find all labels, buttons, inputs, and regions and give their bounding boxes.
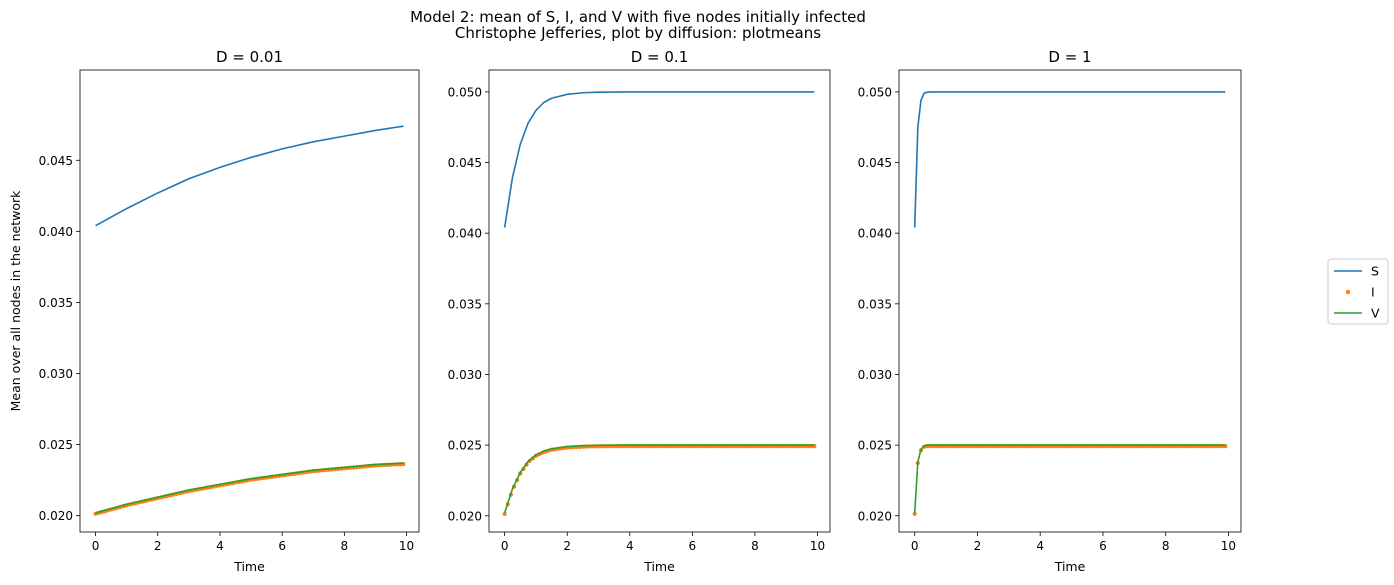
x-tick-label: 10 bbox=[1221, 539, 1236, 553]
y-tick-label: 0.035 bbox=[448, 297, 482, 311]
legend-label-s: S bbox=[1371, 264, 1379, 279]
y-tick-label: 0.025 bbox=[858, 439, 892, 453]
x-tick-label: 6 bbox=[1099, 539, 1107, 553]
x-tick-label: 0 bbox=[911, 539, 919, 553]
y-tick-label: 0.020 bbox=[858, 509, 892, 523]
series-i-point bbox=[912, 511, 917, 517]
plot-area bbox=[502, 91, 817, 517]
x-tick-label: 4 bbox=[216, 539, 224, 553]
y-tick-label: 0.030 bbox=[448, 368, 482, 382]
y-tick-label: 0.025 bbox=[39, 438, 73, 452]
y-tick-label: 0.035 bbox=[39, 296, 73, 310]
y-tick-label: 0.050 bbox=[448, 85, 482, 99]
plot-area bbox=[912, 91, 1228, 517]
plot-area bbox=[93, 125, 406, 516]
legend-label-i: I bbox=[1371, 285, 1375, 300]
y-tick-label: 0.035 bbox=[858, 297, 892, 311]
series-v-line bbox=[95, 462, 404, 514]
x-tick-label: 10 bbox=[810, 539, 825, 553]
y-tick-label: 0.030 bbox=[858, 368, 892, 382]
x-tick-label: 0 bbox=[501, 539, 509, 553]
series-v-line bbox=[913, 444, 1226, 513]
y-tick-label: 0.020 bbox=[39, 509, 73, 523]
y-tick-label: 0.020 bbox=[448, 509, 482, 523]
figure-title-line-1: Model 2: mean of S, I, and V with five n… bbox=[410, 8, 866, 26]
figure-title-line-2: Christophe Jefferies, plot by diffusion:… bbox=[454, 24, 822, 42]
legend-frame bbox=[1327, 258, 1389, 325]
x-axis-label: Time bbox=[643, 559, 675, 574]
y-tick-label: 0.045 bbox=[448, 156, 482, 170]
x-tick-label: 6 bbox=[689, 539, 697, 553]
subplot-title: D = 0.01 bbox=[216, 48, 283, 66]
x-axis-label: Time bbox=[233, 559, 265, 574]
subplot-title: D = 1 bbox=[1048, 48, 1091, 66]
legend: SIV bbox=[1327, 258, 1389, 325]
subplot-3: D = 1 0 2 4 6 8 10 0.020 0.025 0.030 0.035 0.040 0.0… bbox=[858, 48, 1242, 574]
series-s-line bbox=[503, 91, 815, 228]
legend-swatch-i bbox=[1345, 289, 1351, 295]
x-tick-label: 4 bbox=[626, 539, 634, 553]
x-tick-label: 0 bbox=[92, 539, 100, 553]
y-tick-label: 0.045 bbox=[858, 156, 892, 170]
y-tick-label: 0.040 bbox=[39, 225, 73, 239]
series-i-point bbox=[502, 511, 507, 517]
x-tick-label: 2 bbox=[974, 539, 982, 553]
x-tick-label: 10 bbox=[399, 539, 414, 553]
x-axis-label: Time bbox=[1054, 559, 1086, 574]
x-tick-label: 6 bbox=[278, 539, 286, 553]
x-tick-label: 4 bbox=[1036, 539, 1044, 553]
y-tick-label: 0.040 bbox=[448, 227, 482, 241]
axes-frame bbox=[898, 69, 1242, 533]
y-tick-label: 0.045 bbox=[39, 154, 73, 168]
x-tick-label: 8 bbox=[1162, 539, 1170, 553]
x-tick-label: 8 bbox=[751, 539, 759, 553]
x-tick-label: 2 bbox=[154, 539, 162, 553]
y-tick-label: 0.040 bbox=[858, 227, 892, 241]
axes-frame bbox=[79, 69, 420, 533]
series-v-line bbox=[503, 444, 815, 514]
x-tick-label: 2 bbox=[563, 539, 571, 553]
y-axis-label: Mean over all nodes in the network bbox=[8, 190, 23, 412]
series-s-line bbox=[913, 91, 1226, 228]
axes-frame bbox=[488, 69, 831, 533]
legend-label-v: V bbox=[1371, 306, 1380, 321]
y-tick-label: 0.030 bbox=[39, 367, 73, 381]
y-tick-label: 0.025 bbox=[448, 439, 482, 453]
series-s-line bbox=[95, 125, 404, 227]
y-tick-label: 0.050 bbox=[858, 85, 892, 99]
subplot-title: D = 0.1 bbox=[631, 48, 689, 66]
subplot-1: D = 0.01 0 2 4 6 8 10 0.020 0.025 0.030 0.035 0.040… bbox=[8, 48, 420, 574]
x-tick-label: 8 bbox=[341, 539, 349, 553]
subplot-2: D = 0.1 0 2 4 6 8 10 0.020 0.025 0.030 0.035 0.040 0… bbox=[448, 48, 831, 574]
